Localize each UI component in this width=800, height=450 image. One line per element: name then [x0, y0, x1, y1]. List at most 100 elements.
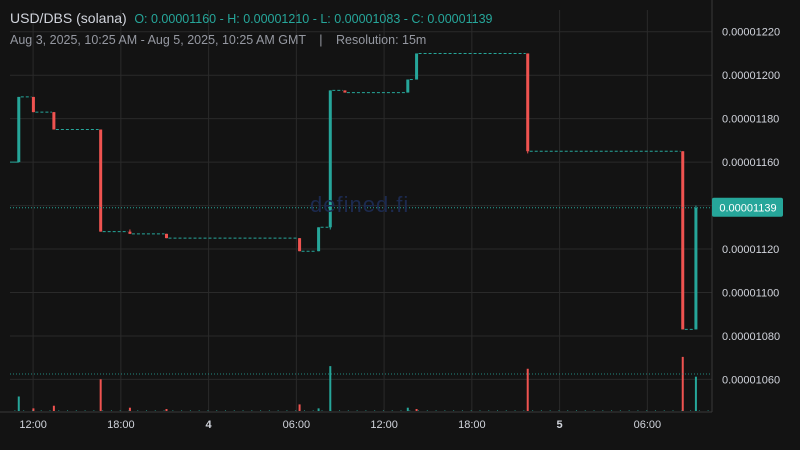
volume-baseline-dot: [312, 410, 314, 411]
volume-baseline-dot: [567, 410, 569, 411]
candle-body: [317, 227, 321, 252]
price-tick-label: 0.00001160: [722, 157, 779, 169]
volume-baseline-dot: [628, 410, 630, 411]
time-tick-label: 12:00: [370, 419, 398, 431]
volume-baseline-dot: [14, 410, 16, 411]
price-tick-label: 0.00001060: [722, 374, 780, 386]
volume-baseline-dot: [435, 410, 437, 411]
candle-body: [99, 129, 103, 232]
volume-baseline-dot: [646, 410, 648, 411]
volume-bar: [17, 396, 20, 411]
volume-baseline-dot: [558, 410, 560, 411]
volume-bar: [526, 368, 529, 411]
volume-baseline-dot: [67, 410, 69, 411]
candle-body: [694, 207, 698, 330]
volume-baseline-dot: [75, 410, 77, 411]
candle-body: [681, 151, 685, 330]
volume-baseline-dot: [654, 410, 656, 411]
candle-body: [406, 79, 410, 93]
volume-baseline-dot: [347, 410, 349, 411]
volume-baseline-dot: [523, 410, 525, 411]
candle-body: [164, 233, 168, 239]
volume-baseline-dot: [453, 410, 455, 411]
volume-baseline-dot: [303, 410, 305, 411]
volume-baseline-dot: [391, 410, 393, 411]
time-tick-label: 12:00: [19, 419, 47, 431]
volume-baseline-dot: [189, 410, 191, 411]
volume-baseline-dot: [154, 410, 156, 411]
volume-baseline-dot: [102, 410, 104, 411]
candle-body: [526, 53, 530, 152]
volume-baseline-dot: [444, 410, 446, 411]
last-price-badge: [712, 197, 783, 217]
volume-bar: [694, 376, 697, 411]
time-tick-label: 5: [557, 419, 563, 431]
volume-baseline-dot: [181, 410, 183, 411]
volume-bar: [128, 407, 131, 411]
volume-baseline-dot: [268, 410, 270, 411]
volume-baseline-dot: [584, 410, 586, 411]
price-tick-label: 0.00001220: [722, 27, 780, 39]
volume-baseline-dot: [58, 410, 60, 411]
volume-baseline-dot: [23, 410, 25, 411]
price-tick-label: 0.00001180: [722, 114, 779, 126]
volume-baseline-dot: [128, 410, 130, 411]
price-tick-label: 0.00001120: [722, 244, 779, 256]
volume-baseline-dot: [698, 410, 700, 411]
time-tick-label: 18:00: [458, 419, 486, 431]
volume-baseline-dot: [470, 410, 472, 411]
time-tick-label: 06:00: [283, 419, 311, 431]
candle-body: [343, 90, 347, 93]
volume-baseline-dot: [549, 410, 551, 411]
ohlc-values: O: 0.00001160 - H: 0.00001210 - L: 0.000…: [134, 12, 493, 26]
volume-baseline-dot: [339, 410, 341, 411]
volume-bar: [52, 405, 55, 411]
chart-subtitle: Aug 3, 2025, 10:25 AM - Aug 5, 2025, 10:…: [10, 33, 426, 47]
time-tick-label: 18:00: [107, 419, 135, 431]
volume-baseline-dot: [295, 410, 297, 411]
volume-baseline-dot: [418, 410, 420, 411]
volume-baseline-dot: [40, 410, 42, 411]
volume-baseline-dot: [637, 410, 639, 411]
volume-baseline-dot: [31, 410, 33, 411]
volume-baseline-dot: [663, 410, 665, 411]
candle-body: [415, 53, 419, 80]
volume-baseline-dot: [488, 410, 490, 411]
volume-baseline-dot: [330, 410, 332, 411]
time-tick-label: 06:00: [634, 419, 662, 431]
volume-bar: [406, 407, 409, 411]
volume-baseline-dot: [216, 410, 218, 411]
last-price-label: 0.00001139: [719, 203, 776, 215]
volume-baseline-dot: [224, 410, 226, 411]
volume-bar: [165, 409, 168, 411]
volume-baseline-dot: [479, 410, 481, 411]
candle-body: [328, 90, 332, 228]
candle-body: [52, 112, 56, 130]
symbol-name: USD/DBS (solana): [10, 10, 127, 26]
volume-baseline-dot: [426, 410, 428, 411]
volume-baseline-dot: [540, 410, 542, 411]
volume-baseline-dot: [198, 410, 200, 411]
volume-bar: [298, 404, 301, 411]
candle-body: [128, 231, 132, 234]
volume-baseline-dot: [286, 410, 288, 411]
volume-baseline-dot: [611, 410, 613, 411]
volume-baseline-dot: [260, 410, 262, 411]
volume-baseline-dot: [119, 410, 121, 411]
chart-legend: USD/DBS (solana) O: 0.00001160 - H: 0.00…: [10, 10, 492, 26]
volume-baseline-dot: [672, 410, 674, 411]
volume-baseline-dot: [382, 410, 384, 411]
volume-baseline-dot: [409, 410, 411, 411]
volume-baseline-dot: [514, 410, 516, 411]
volume-baseline-dot: [207, 410, 209, 411]
volume-baseline-dot: [137, 410, 139, 411]
volume-bar: [329, 366, 332, 411]
volume-baseline-dot: [400, 410, 402, 411]
volume-baseline-dot: [575, 410, 577, 411]
price-tick-label: 0.00001200: [722, 70, 780, 82]
watermark: defined.fi: [310, 192, 410, 217]
volume-baseline-dot: [321, 410, 323, 411]
subtitle-separator: |: [319, 33, 323, 47]
volume-baseline-dot: [163, 410, 165, 411]
